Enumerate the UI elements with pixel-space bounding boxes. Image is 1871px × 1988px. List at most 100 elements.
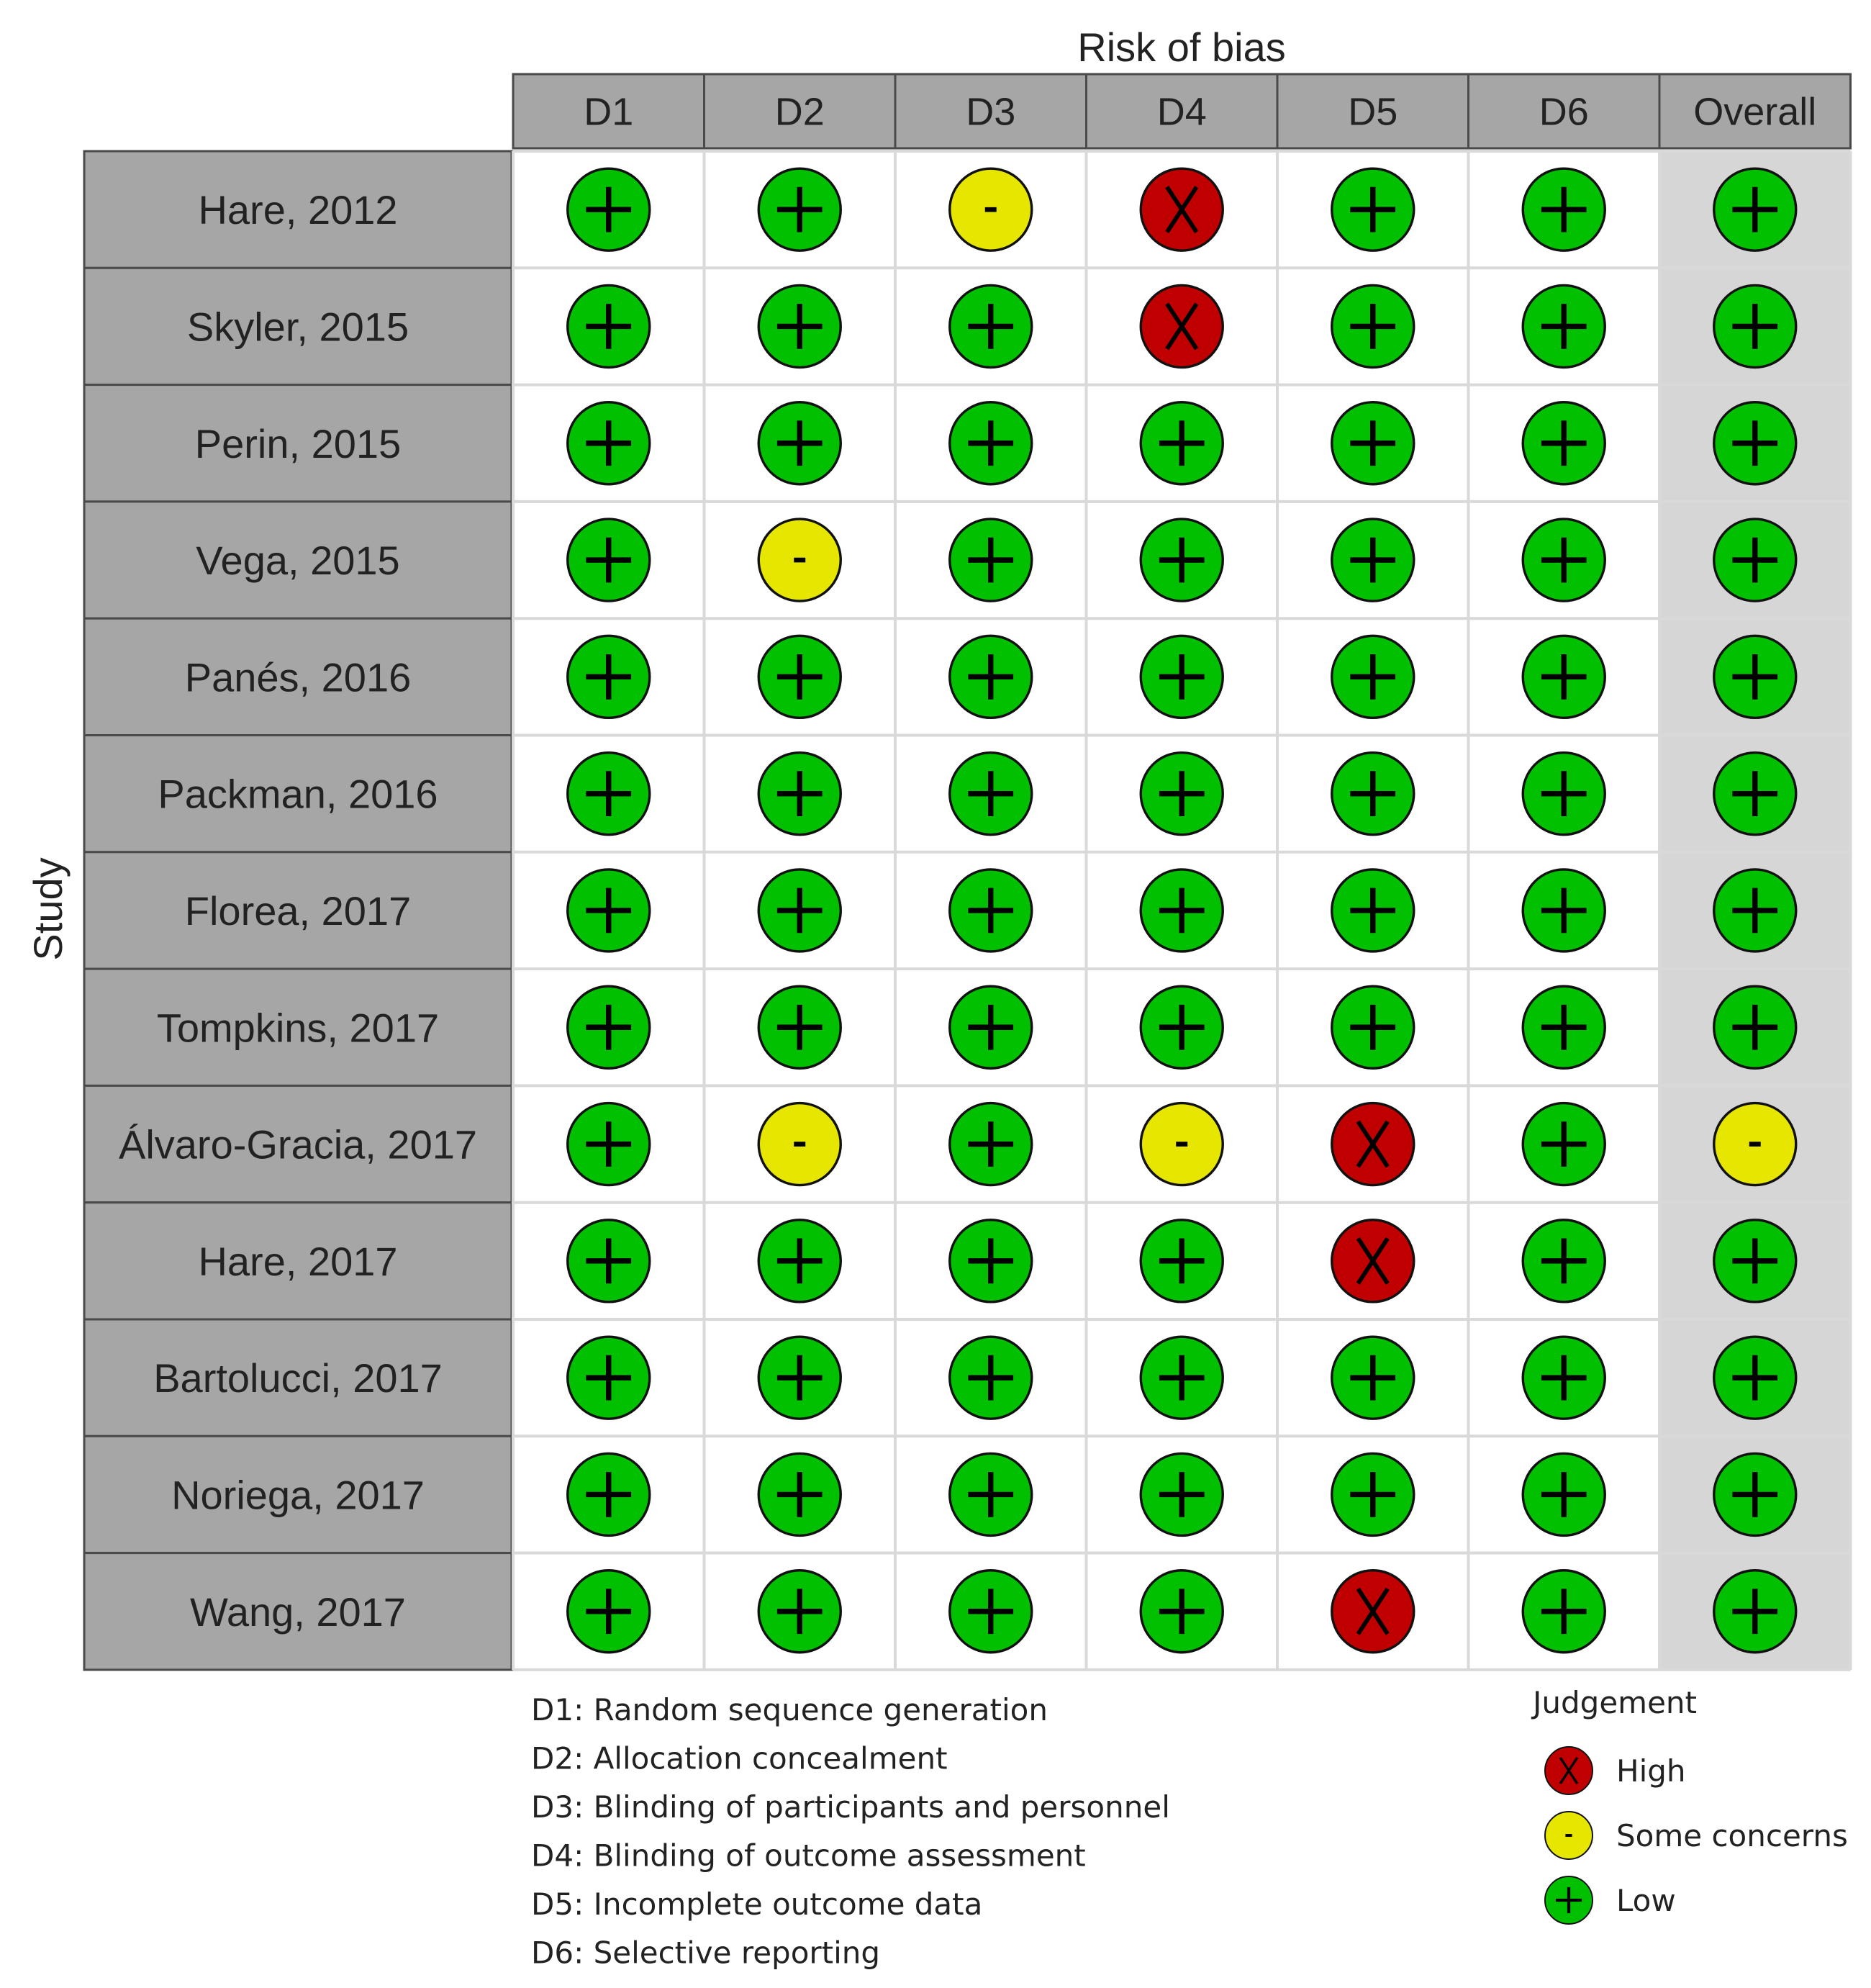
- header-cell: [703, 73, 897, 150]
- judgement-mark: [1521, 401, 1606, 486]
- study-label: Panés, 2016: [185, 654, 411, 700]
- study-label-cell: [83, 150, 513, 269]
- judgement-mark: [1331, 985, 1415, 1070]
- legend-label: Low: [1616, 1883, 1676, 1918]
- judgement-mark: [1139, 1452, 1224, 1537]
- study-label: Tompkins, 2017: [157, 1005, 439, 1050]
- judgement-mark: [948, 1335, 1033, 1420]
- judgement-mark: [948, 1219, 1033, 1304]
- judgement-mark: [566, 751, 651, 836]
- judgement-mark: [1331, 1101, 1415, 1187]
- legend-label: High: [1616, 1753, 1686, 1789]
- y-axis-label: Study: [25, 857, 71, 960]
- judgement-mark: [1713, 1569, 1798, 1654]
- domain-definition: D5: Incomplete outcome data: [531, 1887, 982, 1922]
- judgement-mark: [1521, 518, 1606, 602]
- judgement-legend: Judgement High Some concerns Low: [1531, 1685, 1848, 1925]
- judgement-mark: [1331, 1335, 1415, 1420]
- judgement-mark: [1139, 1101, 1224, 1187]
- judgement-mark: [1521, 167, 1606, 252]
- judgement-mark: [1139, 1569, 1224, 1654]
- study-label: Hare, 2012: [198, 187, 397, 232]
- judgement-mark: [1139, 401, 1224, 486]
- judgement-mark: [1713, 1335, 1798, 1420]
- judgement-mark: [1713, 1219, 1798, 1304]
- judgement-mark: [948, 518, 1033, 602]
- judgement-mark: [1713, 284, 1798, 369]
- study-label: Skyler, 2015: [187, 304, 409, 349]
- judgement-mark: [566, 868, 651, 953]
- judgement-mark: [948, 1452, 1033, 1537]
- column-header: D6: [1539, 91, 1589, 134]
- domain-definition: D6: Selective reporting: [531, 1935, 880, 1971]
- legend-label: Some concerns: [1616, 1818, 1848, 1853]
- x-stroke-2: [1165, 302, 1199, 351]
- judgement-mark: [1139, 751, 1224, 836]
- study-label: Packman, 2016: [158, 772, 438, 817]
- judgement-mark: [1521, 1569, 1606, 1654]
- judgement-mark: [1521, 634, 1606, 720]
- judgement-mark: [1521, 985, 1606, 1070]
- study-label-cell: [83, 1434, 513, 1555]
- judgement-mark: [948, 751, 1033, 836]
- judgement-mark: [1713, 518, 1798, 602]
- judgement-mark: [1521, 1452, 1606, 1537]
- legend-symbol: [1544, 1746, 1593, 1795]
- judgement-mark: [757, 167, 842, 252]
- legend-symbol: [1544, 1876, 1593, 1925]
- judgement-mark: [757, 1335, 842, 1420]
- study-label: Álvaro-Gracia, 2017: [119, 1122, 477, 1167]
- judgement-mark: [1713, 634, 1798, 720]
- judgement-mark: [566, 634, 651, 720]
- study-label-cell: [83, 1084, 513, 1204]
- judgement-mark: [757, 1569, 842, 1654]
- judgement-mark: [1331, 167, 1415, 252]
- judgement-mark: [948, 167, 1033, 252]
- judgement-mark: [1139, 284, 1224, 369]
- judgement-mark: [948, 868, 1033, 953]
- judgement-mark: [1331, 751, 1415, 836]
- judgement-mark: [566, 1219, 651, 1304]
- judgement-mark: [1713, 985, 1798, 1070]
- study-label-cell: [83, 1552, 513, 1671]
- judgement-mark: [1521, 1335, 1606, 1420]
- judgement-mark: [948, 634, 1033, 720]
- judgement-mark: [1139, 985, 1224, 1070]
- x-stroke-2: [1356, 1587, 1390, 1635]
- judgement-mark: [1139, 634, 1224, 720]
- judgement-mark: [1713, 751, 1798, 836]
- header-cell: [894, 73, 1087, 150]
- judgement-mark: [566, 518, 651, 602]
- domain-definition: D2: Allocation concealment: [531, 1741, 948, 1776]
- domain-definition: D3: Blinding of participants and personn…: [531, 1789, 1170, 1825]
- column-header: D5: [1348, 91, 1397, 134]
- judgement-mark: [757, 634, 842, 720]
- study-label-cell: [83, 851, 513, 970]
- x-stroke-2: [1165, 186, 1199, 234]
- column-header: D3: [966, 91, 1015, 134]
- judgement-mark: [1331, 401, 1415, 486]
- judgement-mark: [1331, 1569, 1415, 1654]
- judgement-mark: [1139, 167, 1224, 252]
- judgement-mark: [948, 1101, 1033, 1187]
- judgement-mark: [1331, 284, 1415, 369]
- judgement-mark: [566, 1569, 651, 1654]
- legend-title: Judgement: [1531, 1685, 1697, 1720]
- judgement-mark: [1139, 1335, 1224, 1420]
- judgement-mark: [1713, 868, 1798, 953]
- judgement-mark: [757, 518, 842, 602]
- judgement-mark: [757, 401, 842, 486]
- study-label: Bartolucci, 2017: [153, 1355, 443, 1401]
- judgement-mark: [566, 401, 651, 486]
- judgement-mark: [1139, 868, 1224, 953]
- judgement-mark: [948, 401, 1033, 486]
- judgement-mark: [1713, 167, 1798, 252]
- chart-title: Risk of bias: [1077, 24, 1285, 70]
- judgement-mark: [757, 751, 842, 836]
- judgement-mark: [948, 985, 1033, 1070]
- judgement-mark: [1521, 1101, 1606, 1187]
- study-label-cell: [83, 617, 513, 737]
- judgement-mark: [1331, 634, 1415, 720]
- judgement-mark: [1331, 1219, 1415, 1304]
